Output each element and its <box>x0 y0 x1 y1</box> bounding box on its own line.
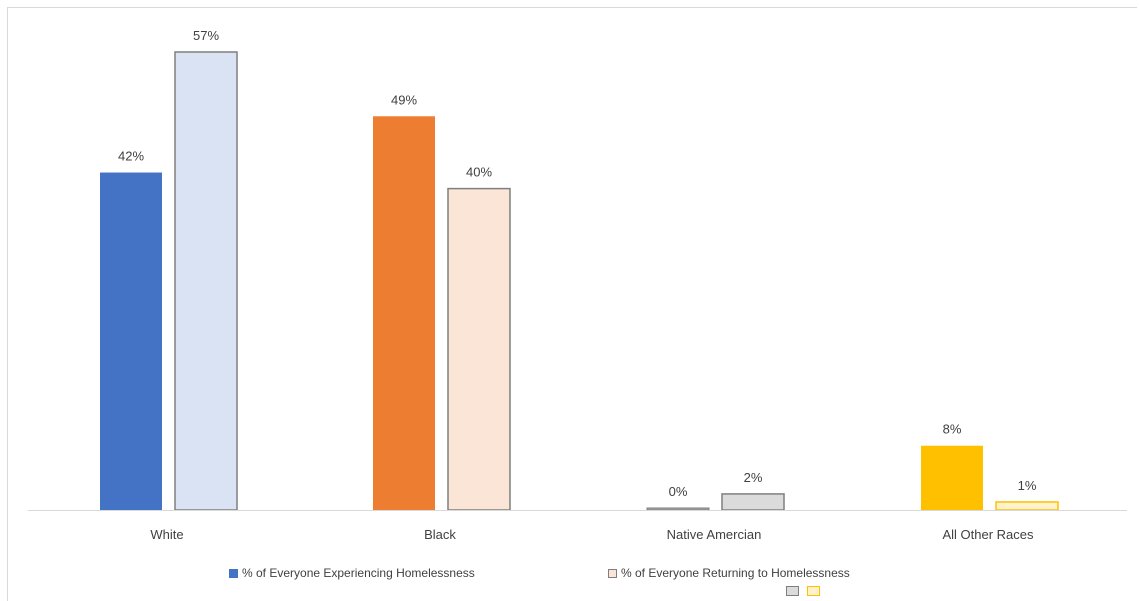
bar-returning-0 <box>174 51 238 511</box>
legend-label-experiencing: % of Everyone Experiencing Homelessness <box>242 566 475 580</box>
legend-swatch-returning <box>608 568 617 578</box>
x-tick-label-1: Black <box>424 527 456 542</box>
legend-swatch-gold <box>807 586 820 596</box>
bar-returning-1 <box>447 187 511 511</box>
data-label-returning-0: 57% <box>193 28 219 43</box>
bar-returning-3 <box>995 501 1059 511</box>
legend: % of Everyone Experiencing Homelessness … <box>0 566 1139 586</box>
legend-label-returning: % of Everyone Returning to Homelessness <box>621 566 850 580</box>
legend-item-returning: % of Everyone Returning to Homelessness <box>608 566 850 580</box>
data-label-experiencing-0: 42% <box>118 149 144 164</box>
legend-swatch-gray <box>786 586 799 596</box>
legend-extra-swatches <box>786 586 820 596</box>
bar-experiencing-1 <box>373 116 435 510</box>
data-label-returning-2: 2% <box>744 470 763 485</box>
data-label-returning-3: 1% <box>1018 478 1037 493</box>
bar-experiencing-3 <box>921 445 983 510</box>
bar-returning-2 <box>721 493 785 511</box>
x-tick-label-3: All Other Races <box>942 527 1034 542</box>
data-label-experiencing-1: 49% <box>391 92 417 107</box>
bar-experiencing-0 <box>100 172 162 511</box>
data-label-experiencing-2: 0% <box>669 484 688 499</box>
bar-experiencing-2 <box>646 507 710 511</box>
legend-item-experiencing: % of Everyone Experiencing Homelessness <box>229 566 475 580</box>
data-label-returning-1: 40% <box>466 165 492 180</box>
x-tick-label-2: Native Amercian <box>667 527 762 542</box>
legend-swatch-experiencing <box>229 568 238 578</box>
chart-frame <box>7 7 1137 601</box>
data-label-experiencing-3: 8% <box>943 422 962 437</box>
x-tick-label-0: White <box>150 527 183 542</box>
